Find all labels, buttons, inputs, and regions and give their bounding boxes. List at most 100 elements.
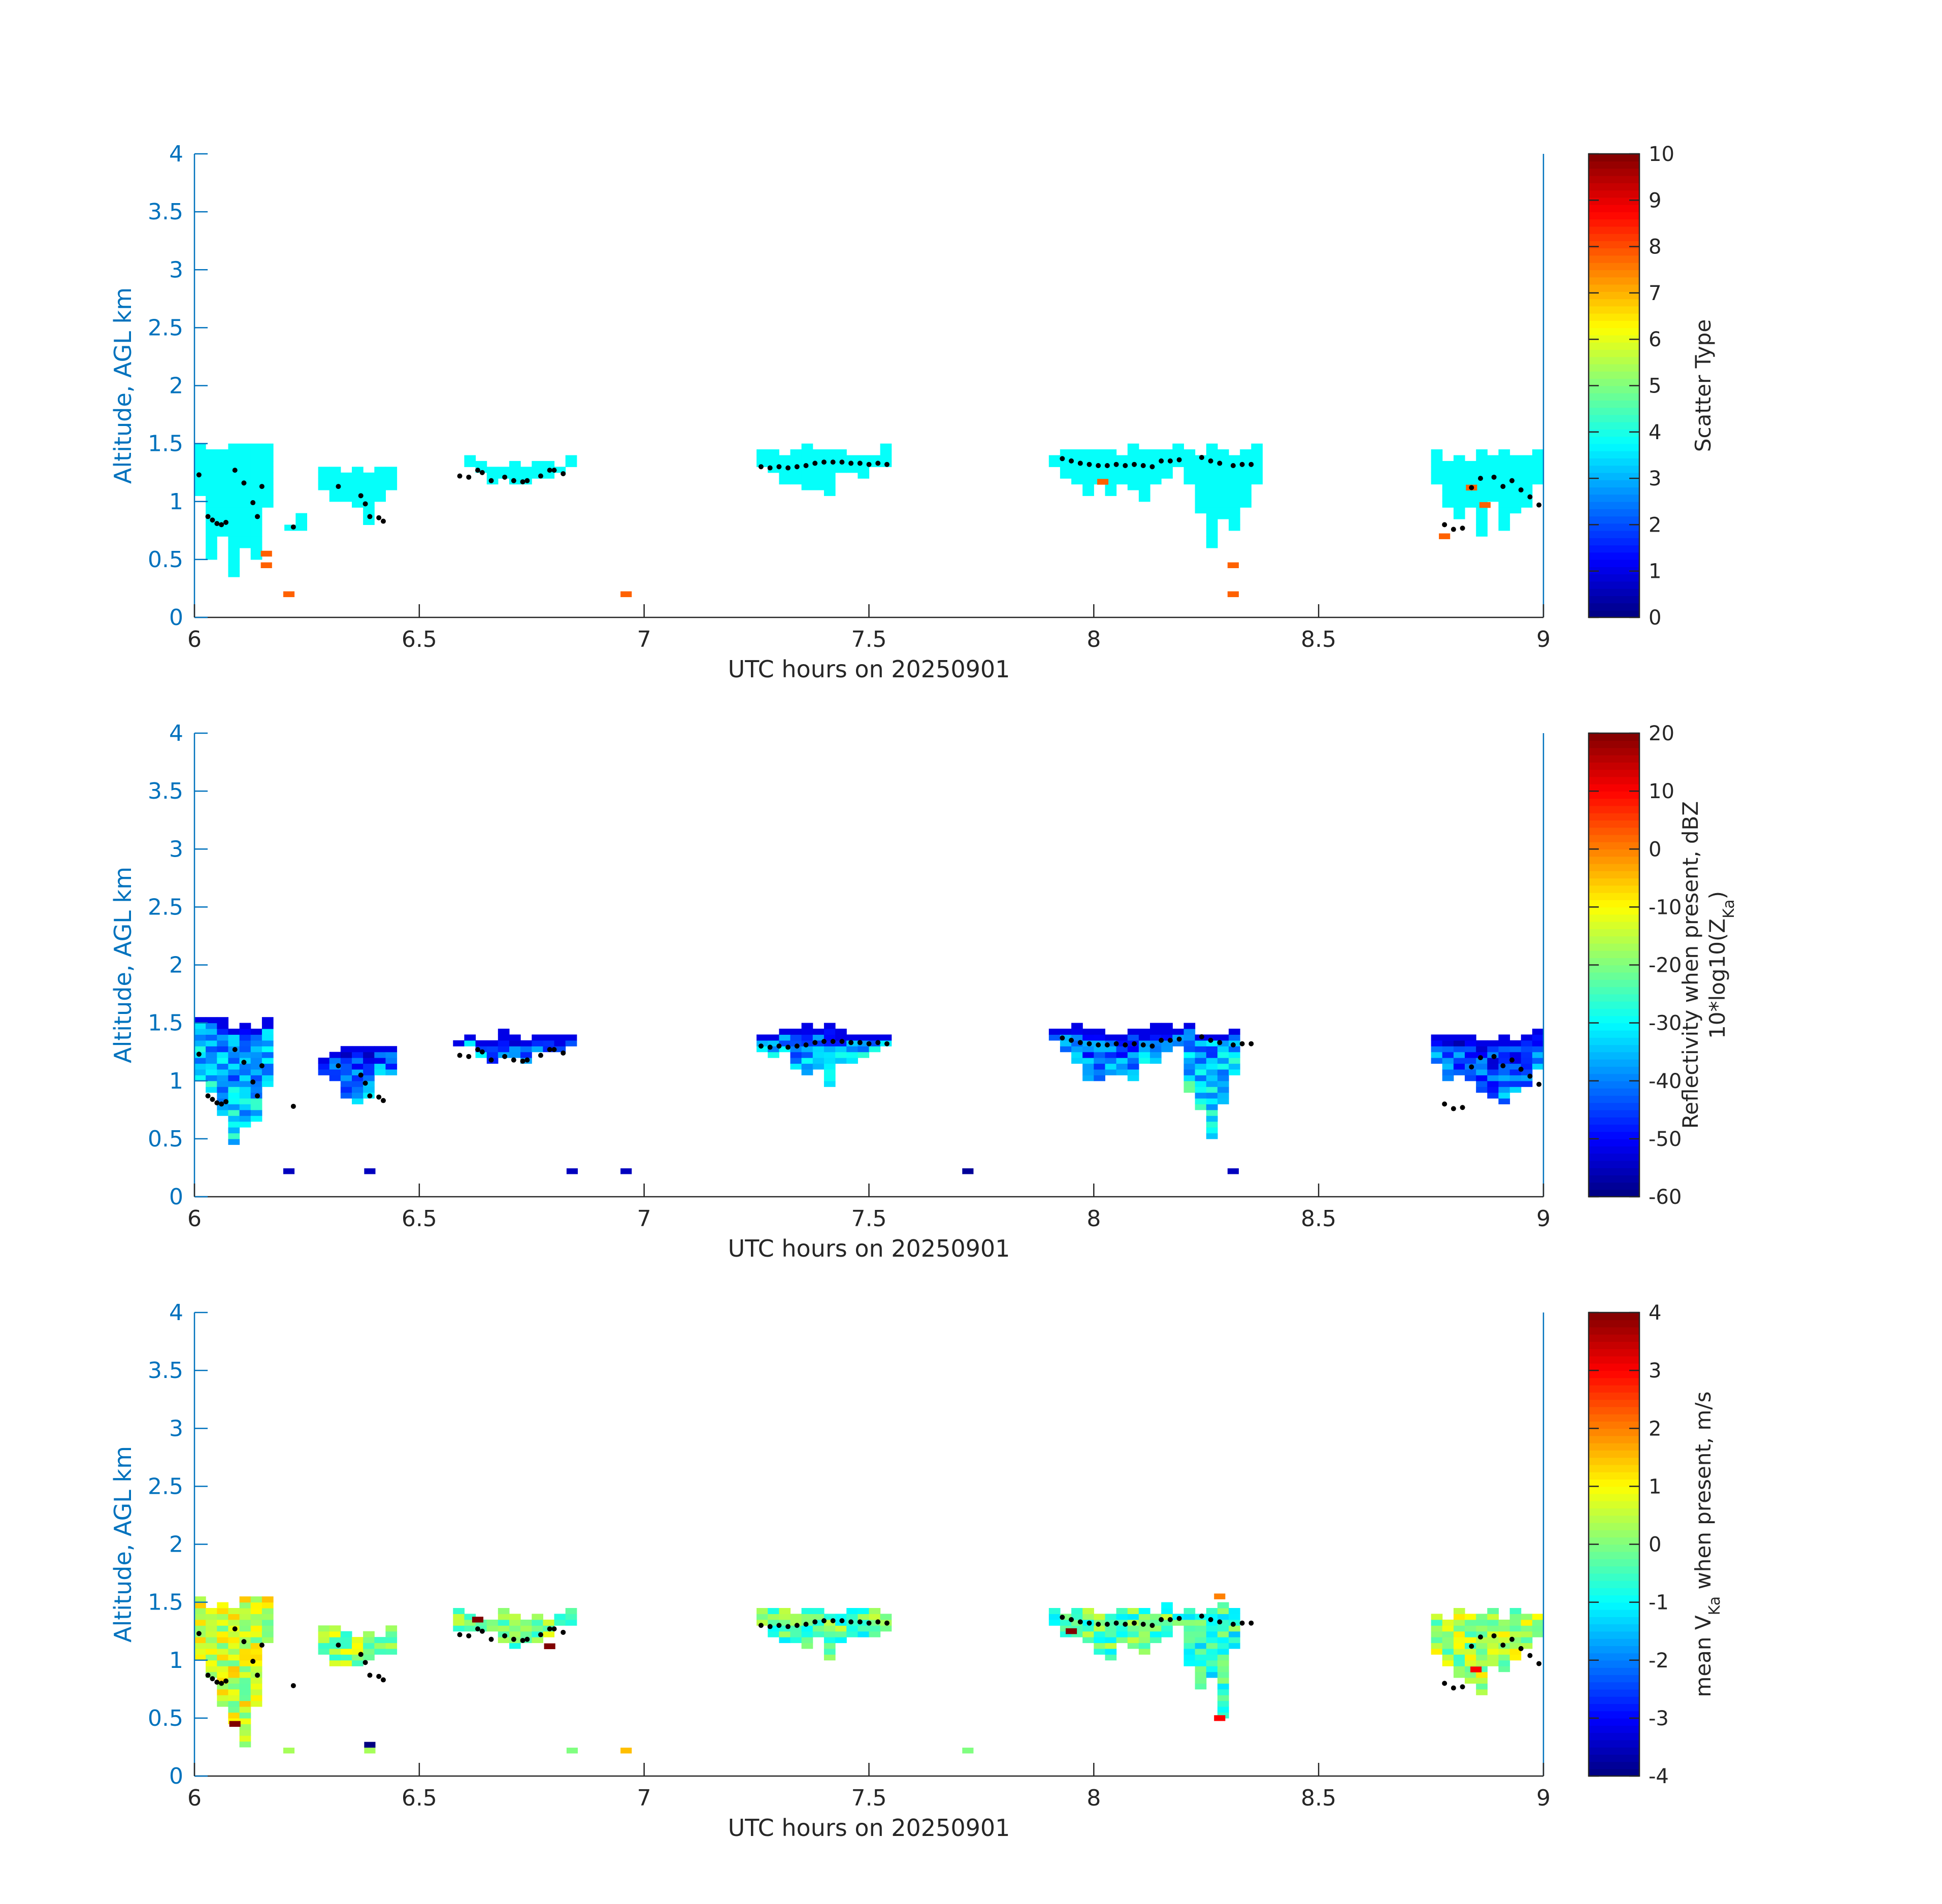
heatmap-cell xyxy=(1150,1023,1162,1029)
heatmap-cell xyxy=(1476,1671,1488,1678)
heatmap-cell xyxy=(250,1602,262,1608)
cloud-base-dot xyxy=(1442,1101,1447,1107)
cloud-base-dot xyxy=(776,1623,782,1628)
heatmap-cell xyxy=(1127,1029,1139,1035)
cloud-base-dot xyxy=(1104,1621,1110,1627)
heatmap-cell xyxy=(340,1058,352,1064)
colorbar-segment xyxy=(1589,190,1639,198)
heatmap-cell xyxy=(1183,1643,1196,1649)
heatmap-cell xyxy=(239,1121,251,1128)
y-tick-label: 4 xyxy=(169,141,183,167)
heatmap-cell xyxy=(239,1046,251,1053)
heatmap-cell xyxy=(228,548,240,554)
heatmap-cell xyxy=(1251,455,1263,462)
heatmap-cell xyxy=(217,1080,228,1087)
heatmap-cell xyxy=(1476,461,1488,467)
colorbar-segment xyxy=(1589,1109,1639,1118)
heatmap-cell xyxy=(352,1660,364,1666)
heatmap-cell xyxy=(206,548,217,554)
heatmap-cell xyxy=(318,1631,330,1637)
heatmap-cell xyxy=(1082,449,1094,455)
heatmap-special-cell xyxy=(1065,1628,1077,1634)
heatmap-cell xyxy=(1071,1058,1083,1064)
heatmap-cell xyxy=(1217,1643,1229,1649)
colorbar-segment xyxy=(1589,175,1639,183)
heatmap-cell xyxy=(194,1063,206,1070)
heatmap-cell xyxy=(1183,1614,1196,1620)
heatmap-cell xyxy=(543,1040,555,1046)
heatmap-cell xyxy=(318,1625,330,1632)
heatmap-cell xyxy=(498,467,510,473)
heatmap-cell xyxy=(801,467,813,473)
cloud-base-dot xyxy=(1469,1644,1474,1649)
heatmap-cell xyxy=(1082,1046,1094,1053)
heatmap-cell xyxy=(1195,1648,1207,1655)
heatmap-cell xyxy=(1127,478,1139,485)
heatmap-cell xyxy=(1127,455,1139,462)
colorbar-segment xyxy=(1589,1095,1639,1103)
heatmap-cell xyxy=(250,1063,262,1070)
heatmap-cell xyxy=(1048,1608,1061,1614)
heatmap-cell xyxy=(261,1023,274,1029)
heatmap-cell xyxy=(228,489,240,496)
heatmap-cell xyxy=(509,1643,521,1649)
heatmap-cell xyxy=(1071,1608,1083,1614)
colorbar-segment xyxy=(1589,501,1639,509)
heatmap-cell xyxy=(532,1614,543,1620)
heatmap-cell xyxy=(1127,449,1139,455)
heatmap-cell xyxy=(1082,478,1094,485)
cloud-base-dot xyxy=(839,1618,845,1624)
colorbar-segment xyxy=(1589,371,1639,379)
heatmap-cell xyxy=(206,1069,217,1075)
heatmap-cell xyxy=(1217,467,1229,473)
heatmap-cell xyxy=(250,542,262,548)
cloud-base-dot xyxy=(336,484,341,489)
colorbar-segment xyxy=(1589,1747,1639,1755)
heatmap-cell xyxy=(250,519,262,525)
cloud-base-dot xyxy=(358,493,364,499)
heatmap-cell xyxy=(1498,501,1510,508)
heatmap-cell xyxy=(206,489,217,496)
heatmap-cell xyxy=(846,1058,858,1064)
heatmap-cell xyxy=(1105,1637,1117,1644)
colorbar-tick-label: 6 xyxy=(1649,328,1661,351)
heatmap-cell xyxy=(239,1109,251,1116)
cloud-base-dot xyxy=(538,1053,543,1058)
heatmap-cell xyxy=(824,1643,836,1649)
heatmap-cell xyxy=(1172,449,1184,455)
heatmap-cell xyxy=(1195,1046,1207,1053)
heatmap-cell xyxy=(1498,1075,1510,1081)
heatmap-cell xyxy=(532,1034,543,1041)
heatmap-cell xyxy=(768,1052,779,1058)
heatmap-cell xyxy=(217,1063,228,1070)
heatmap-cell xyxy=(250,1058,262,1064)
colorbar-segment xyxy=(1589,812,1639,820)
heatmap-cell xyxy=(250,1619,262,1626)
heatmap-cell xyxy=(250,1596,262,1603)
heatmap-cell xyxy=(250,553,262,560)
heatmap-cell xyxy=(1251,449,1263,455)
heatmap-cell xyxy=(1487,496,1499,502)
heatmap-cell xyxy=(1217,1092,1229,1099)
cloud-base-dot xyxy=(1167,458,1173,464)
heatmap-cell xyxy=(1442,1075,1454,1081)
heatmap-cell xyxy=(453,1040,465,1046)
heatmap-cell xyxy=(363,496,375,502)
heatmap-cell xyxy=(250,548,262,554)
heatmap-cell xyxy=(1217,1075,1229,1081)
cloud-base-dot xyxy=(524,1636,530,1642)
heatmap-cell xyxy=(801,1614,813,1620)
cloud-base-dot xyxy=(1217,1619,1223,1625)
heatmap-cell xyxy=(385,1063,398,1070)
heatmap-cell xyxy=(194,1602,206,1608)
heatmap-cell xyxy=(194,1608,206,1614)
heatmap-cell xyxy=(261,461,274,467)
heatmap-cell xyxy=(801,449,813,455)
heatmap-cell xyxy=(835,1052,847,1058)
heatmap-cell xyxy=(1217,1637,1229,1644)
colorbar-segment xyxy=(1589,574,1639,582)
heatmap-special-cell xyxy=(566,1168,578,1174)
heatmap-cell xyxy=(756,449,768,455)
heatmap-cell xyxy=(250,1104,262,1110)
